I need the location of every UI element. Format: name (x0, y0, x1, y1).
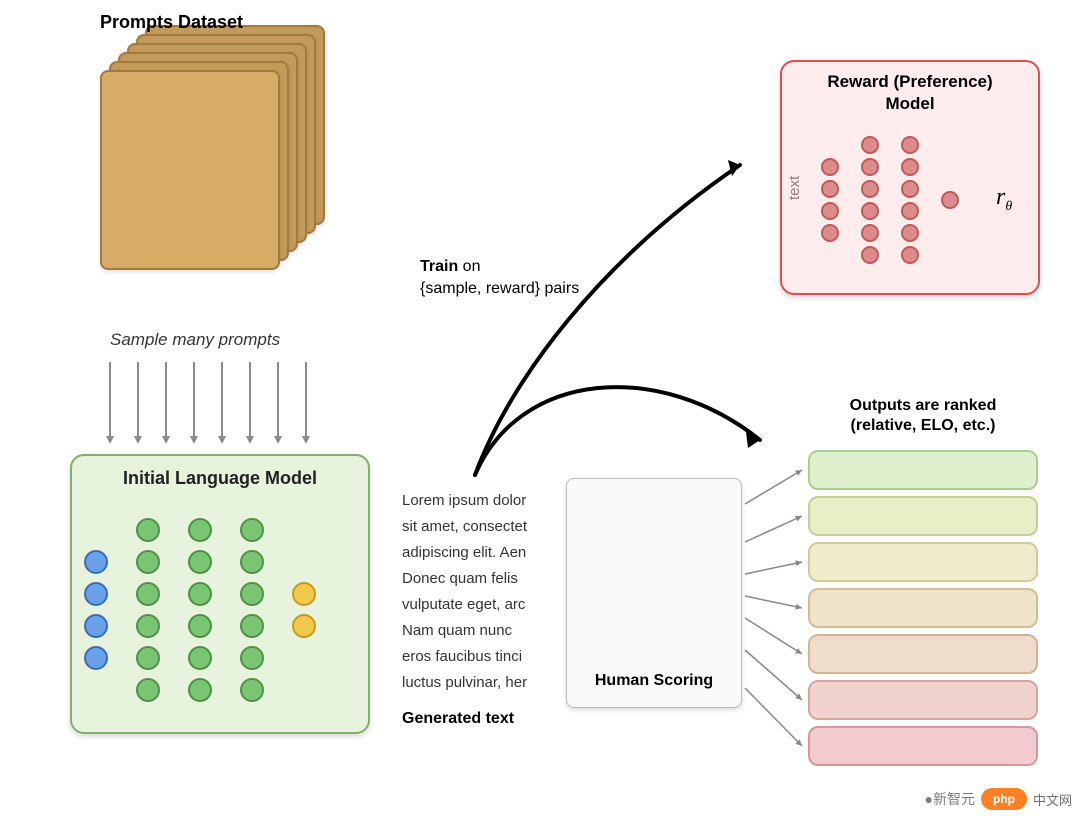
ilm-nn-node (292, 614, 316, 638)
train-on-bold: Train (420, 258, 458, 275)
reward-axis-label: text (786, 140, 803, 200)
ilm-nn-node (136, 582, 160, 606)
ilm-nn-node (136, 550, 160, 574)
reward-nn-node (901, 224, 919, 242)
ilm-nn-node (240, 582, 264, 606)
reward-nn-node (901, 202, 919, 220)
train-on-label: Train on {sample, reward} pairs (420, 256, 579, 300)
ilm-nn-node (292, 582, 316, 606)
reward-output-symbol: r (996, 184, 1005, 210)
generated-text-line: vulputate eget, arc (402, 592, 570, 618)
ilm-nn-node (240, 550, 264, 574)
ilm-nn-node (136, 614, 160, 638)
fanout-arrow (745, 596, 802, 608)
prompts-card (100, 70, 280, 270)
generated-text-line: Lorem ipsum dolor (402, 488, 570, 514)
outputs-title: Outputs are ranked (relative, ELO, etc.) (804, 396, 1042, 436)
generated-text-line: Nam quam nunc (402, 618, 570, 644)
generated-text-line: adipiscing elit. Aen (402, 540, 570, 566)
ilm-nn-node (84, 646, 108, 670)
ilm-nn-node (188, 678, 212, 702)
ilm-nn-node (240, 614, 264, 638)
reward-nn-node (821, 202, 839, 220)
generated-text-line: Donec quam felis (402, 566, 570, 592)
watermark-brand: ●新智元 (925, 789, 975, 809)
generated-text-line: eros faucibus tinci (402, 644, 570, 670)
reward-output-sub: θ (1005, 199, 1012, 214)
reward-nn-node (861, 224, 879, 242)
ilm-nn-node (188, 614, 212, 638)
rank-bar (808, 542, 1038, 582)
reward-nn-node (861, 136, 879, 154)
train-on-rest: on (458, 258, 480, 275)
fanout-arrow (745, 650, 802, 700)
ilm-nn-node (136, 678, 160, 702)
ilm-nn-node (240, 646, 264, 670)
rank-bar (808, 588, 1038, 628)
generated-text: Lorem ipsum dolorsit amet, consectetadip… (402, 488, 570, 696)
rank-bar (808, 726, 1038, 766)
ilm-nn-node (188, 582, 212, 606)
reward-title-1: Reward (Preference) (780, 72, 1040, 92)
train-on-line2: {sample, reward} pairs (420, 280, 579, 297)
generated-text-line: sit amet, consectet (402, 514, 570, 540)
rank-bar (808, 680, 1038, 720)
fanout-arrow (745, 516, 802, 542)
ilm-nn-node (188, 646, 212, 670)
reward-nn-node (821, 158, 839, 176)
reward-nn-node (901, 158, 919, 176)
arrow-to-reward (475, 165, 740, 475)
ilm-nn-node (240, 518, 264, 542)
fanout-arrow (745, 688, 802, 746)
fanout-arrow (745, 618, 802, 654)
reward-nn-node (861, 246, 879, 264)
watermark: ●新智元 php 中文网 (925, 788, 1072, 810)
ilm-nn-node (84, 550, 108, 574)
human-scoring-label: Human Scoring (566, 672, 742, 690)
arrow-to-ranking (475, 387, 760, 475)
reward-nn-node (901, 136, 919, 154)
reward-nn-node (861, 158, 879, 176)
ilm-nn-node (84, 614, 108, 638)
rank-bar (808, 634, 1038, 674)
generated-text-title: Generated text (402, 710, 514, 728)
ilm-nn-node (136, 646, 160, 670)
ilm-nn-node (188, 518, 212, 542)
rank-bar (808, 450, 1038, 490)
watermark-site: 中文网 (1033, 790, 1072, 809)
watermark-logo: php (981, 788, 1027, 810)
reward-nn-node (821, 224, 839, 242)
fanout-arrow (745, 562, 802, 574)
reward-nn-node (821, 180, 839, 198)
outputs-title-1: Outputs are ranked (850, 397, 997, 414)
ilm-nn-node (188, 550, 212, 574)
prompts-title: Prompts Dataset (100, 12, 243, 33)
reward-nn-node (901, 180, 919, 198)
reward-title-2: Model (780, 94, 1040, 114)
reward-nn-node (941, 191, 959, 209)
fanout-arrow (745, 470, 802, 504)
outputs-title-2: (relative, ELO, etc.) (851, 417, 996, 434)
ilm-box (70, 454, 370, 734)
reward-nn-node (861, 180, 879, 198)
ilm-nn-node (84, 582, 108, 606)
ilm-nn-node (240, 678, 264, 702)
sample-prompts-label: Sample many prompts (110, 330, 280, 350)
rank-bar (808, 496, 1038, 536)
generated-text-line: luctus pulvinar, her (402, 670, 570, 696)
reward-nn-node (861, 202, 879, 220)
ilm-title: Initial Language Model (70, 468, 370, 489)
reward-output: rθ (996, 184, 1012, 215)
reward-nn-node (901, 246, 919, 264)
ilm-nn-node (136, 518, 160, 542)
